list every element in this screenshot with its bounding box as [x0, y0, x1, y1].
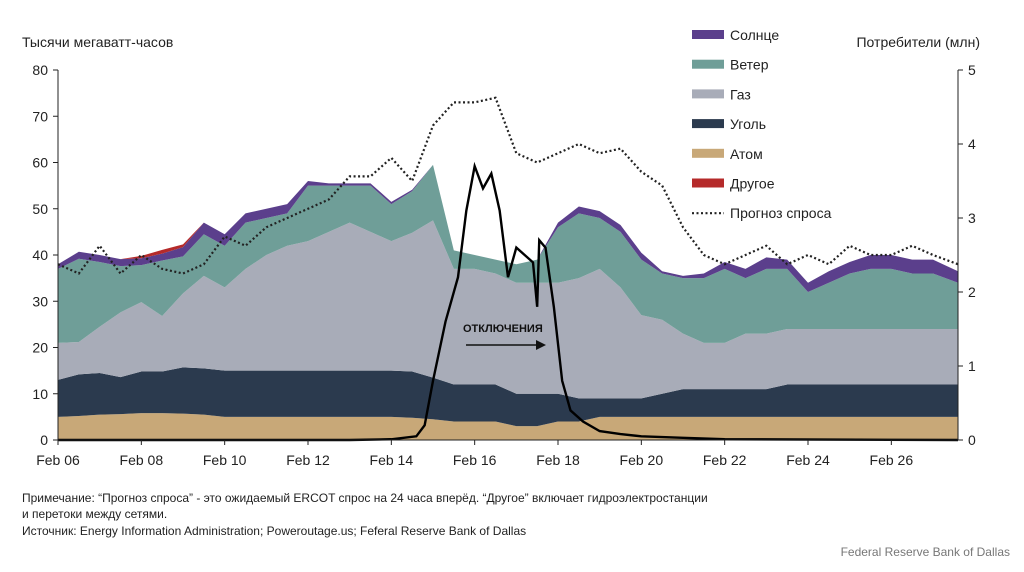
- y-left-tick-label: 20: [32, 340, 48, 356]
- legend-label: Газ: [730, 86, 751, 102]
- y-right-tick-label: 4: [968, 136, 976, 152]
- legend-label: Ветер: [730, 57, 769, 73]
- x-tick-label: Feb 06: [36, 452, 80, 468]
- note-line-2: и перетоки между сетями.: [22, 507, 168, 521]
- y-right-tick-label: 1: [968, 358, 976, 374]
- y-right-tick-label: 0: [968, 432, 976, 448]
- x-tick-label: Feb 12: [286, 452, 330, 468]
- legend-label: Солнце: [730, 27, 779, 43]
- x-tick-label: Feb 26: [870, 452, 914, 468]
- legend-swatch: [692, 148, 724, 158]
- y-left-tick-label: 0: [40, 432, 48, 448]
- y-left-tick-label: 60: [32, 155, 48, 171]
- legend-swatch: [692, 30, 724, 39]
- x-tick-label: Feb 20: [620, 452, 664, 468]
- x-tick-label: Feb 18: [536, 452, 580, 468]
- outages-annotation: ОТКЛЮЧЕНИЯ: [463, 323, 546, 350]
- outages-line: [58, 161, 959, 442]
- y-left-tick-label: 10: [32, 386, 48, 402]
- legend: Солнце Ветер Газ Уголь Атом Другое Прогноз спр…: [692, 27, 832, 221]
- legend-swatch: [692, 178, 724, 188]
- area-series-2: [58, 220, 958, 399]
- legend-label: Уголь: [730, 116, 766, 132]
- demand-forecast-line: [57, 96, 959, 276]
- y-right-tick-label: 2: [968, 284, 976, 300]
- x-tick-label: Feb 14: [370, 452, 414, 468]
- x-tick-label: Feb 10: [203, 452, 247, 468]
- note-line-1: Примечание: “Прогноз спроса” - это ожида…: [22, 491, 708, 505]
- legend-label: Атом: [730, 146, 763, 162]
- area-series-3: [58, 164, 958, 343]
- legend-label: Другое: [730, 176, 775, 192]
- x-tick-label: Feb 22: [703, 452, 747, 468]
- area-series-1: [58, 367, 958, 427]
- y-left-tick-label: 70: [32, 108, 48, 124]
- y-axis-right-label: Потребители (млн): [856, 34, 980, 50]
- outages-annotation-text: ОТКЛЮЧЕНИЯ: [463, 323, 543, 335]
- legend-swatch: [692, 119, 724, 129]
- y-left-tick-label: 80: [32, 62, 48, 78]
- line-series: [57, 96, 959, 442]
- legend-swatch: [692, 59, 724, 69]
- x-tick-label: Feb 24: [786, 452, 830, 468]
- x-tick-label: Feb 08: [120, 452, 164, 468]
- area-series-0: [58, 413, 958, 440]
- outages-arrow-head: [536, 340, 546, 350]
- credit: Federal Reserve Bank of Dallas: [840, 545, 1010, 559]
- area-series-4: [58, 164, 958, 292]
- axes: 0 10 20 30 40 50 60 70 80 0 1 2 3 4 5 Feb 06 Feb 08 Feb 1…: [32, 62, 976, 468]
- stacked-areas: [58, 164, 958, 440]
- y-left-tick-label: 50: [32, 201, 48, 217]
- y-left-tick-label: 30: [32, 293, 48, 309]
- y-right-tick-label: 5: [968, 62, 976, 78]
- x-tick-label: Feb 16: [453, 452, 497, 468]
- legend-label: Прогноз спроса: [730, 205, 832, 221]
- source-line: Источник: Energy Information Administrat…: [22, 524, 527, 538]
- y-right-tick-label: 3: [968, 210, 976, 226]
- legend-swatch: [692, 89, 724, 99]
- y-left-tick-label: 40: [32, 247, 48, 263]
- y-axis-left-label: Тысячи мегаватт-часов: [22, 34, 173, 50]
